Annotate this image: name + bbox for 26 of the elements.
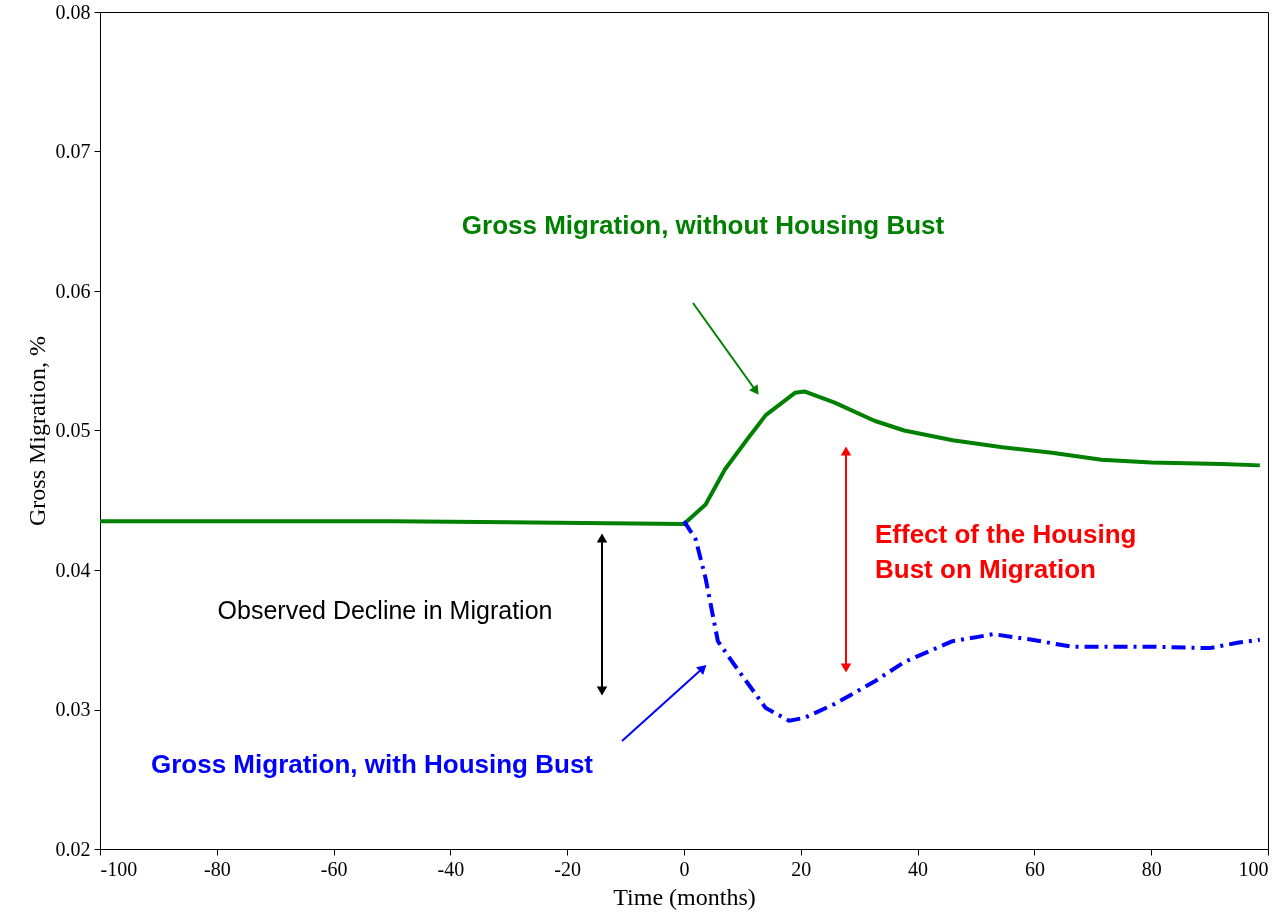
x-tick-label: 40 xyxy=(908,857,929,880)
annotation: Effect of the Housing Bust on Migration xyxy=(875,519,1137,584)
y-tick-label: 0.05 xyxy=(55,419,91,441)
line-series xyxy=(682,519,1262,723)
x-tick-label: 60 xyxy=(1024,857,1045,880)
x-tick-label: -100 xyxy=(100,857,138,880)
y-tick-label: 0.06 xyxy=(55,279,91,302)
x-tick-label: -40 xyxy=(437,857,465,880)
y-tick-label: 0.03 xyxy=(55,698,91,720)
y-tick-label: 0.07 xyxy=(55,140,91,162)
x-tick-label: 20 xyxy=(791,857,812,880)
annotation: Observed Decline in Migration xyxy=(217,596,553,624)
x-tick-label: 100 xyxy=(1238,857,1269,880)
annotation: Gross Migration, without Housing Bust xyxy=(461,210,945,240)
x-tick-label: -20 xyxy=(554,857,582,880)
annotation: Gross Migration, with Housing Bust xyxy=(151,749,594,779)
y-tick-label: 0.08 xyxy=(55,0,91,23)
line-series xyxy=(98,389,1262,526)
x-tick-label: 80 xyxy=(1141,857,1162,880)
x-axis-title: Time (months) xyxy=(613,883,756,910)
y-axis-title: Gross Migration, % xyxy=(23,336,50,526)
x-tick-label: -80 xyxy=(203,857,231,880)
y-tick-label: 0.04 xyxy=(55,558,91,581)
x-tick-label: 0 xyxy=(679,857,690,880)
y-tick-label: 0.02 xyxy=(55,837,91,860)
x-tick-label: -60 xyxy=(320,857,348,880)
